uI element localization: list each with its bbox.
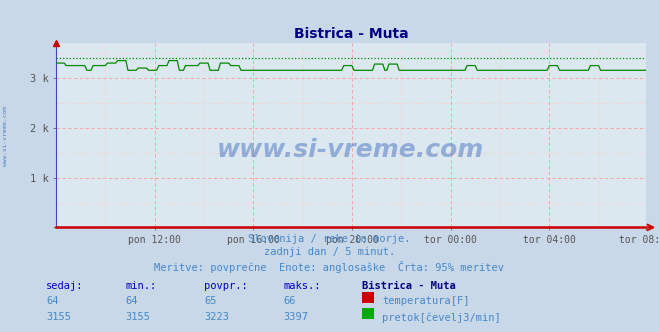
Text: www.si-vreme.com: www.si-vreme.com bbox=[3, 106, 8, 166]
Text: 3155: 3155 bbox=[46, 312, 71, 322]
Text: Meritve: povprečne  Enote: anglosaške  Črta: 95% meritev: Meritve: povprečne Enote: anglosaške Črt… bbox=[154, 261, 505, 273]
Text: zadnji dan / 5 minut.: zadnji dan / 5 minut. bbox=[264, 247, 395, 257]
Text: sedaj:: sedaj: bbox=[46, 281, 84, 290]
Text: Bistrica - Muta: Bistrica - Muta bbox=[362, 281, 456, 290]
Text: 3397: 3397 bbox=[283, 312, 308, 322]
Text: min.:: min.: bbox=[125, 281, 156, 290]
Text: 64: 64 bbox=[46, 296, 59, 306]
Text: www.si-vreme.com: www.si-vreme.com bbox=[217, 138, 484, 162]
Text: 3155: 3155 bbox=[125, 312, 150, 322]
Text: 66: 66 bbox=[283, 296, 296, 306]
Text: Slovenija / reke in morje.: Slovenija / reke in morje. bbox=[248, 234, 411, 244]
Text: 64: 64 bbox=[125, 296, 138, 306]
Text: pretok[čevelj3/min]: pretok[čevelj3/min] bbox=[382, 312, 501, 323]
Title: Bistrica - Muta: Bistrica - Muta bbox=[294, 27, 408, 41]
Text: povpr.:: povpr.: bbox=[204, 281, 248, 290]
Text: 3223: 3223 bbox=[204, 312, 229, 322]
Text: maks.:: maks.: bbox=[283, 281, 321, 290]
Text: 65: 65 bbox=[204, 296, 217, 306]
Text: temperatura[F]: temperatura[F] bbox=[382, 296, 470, 306]
